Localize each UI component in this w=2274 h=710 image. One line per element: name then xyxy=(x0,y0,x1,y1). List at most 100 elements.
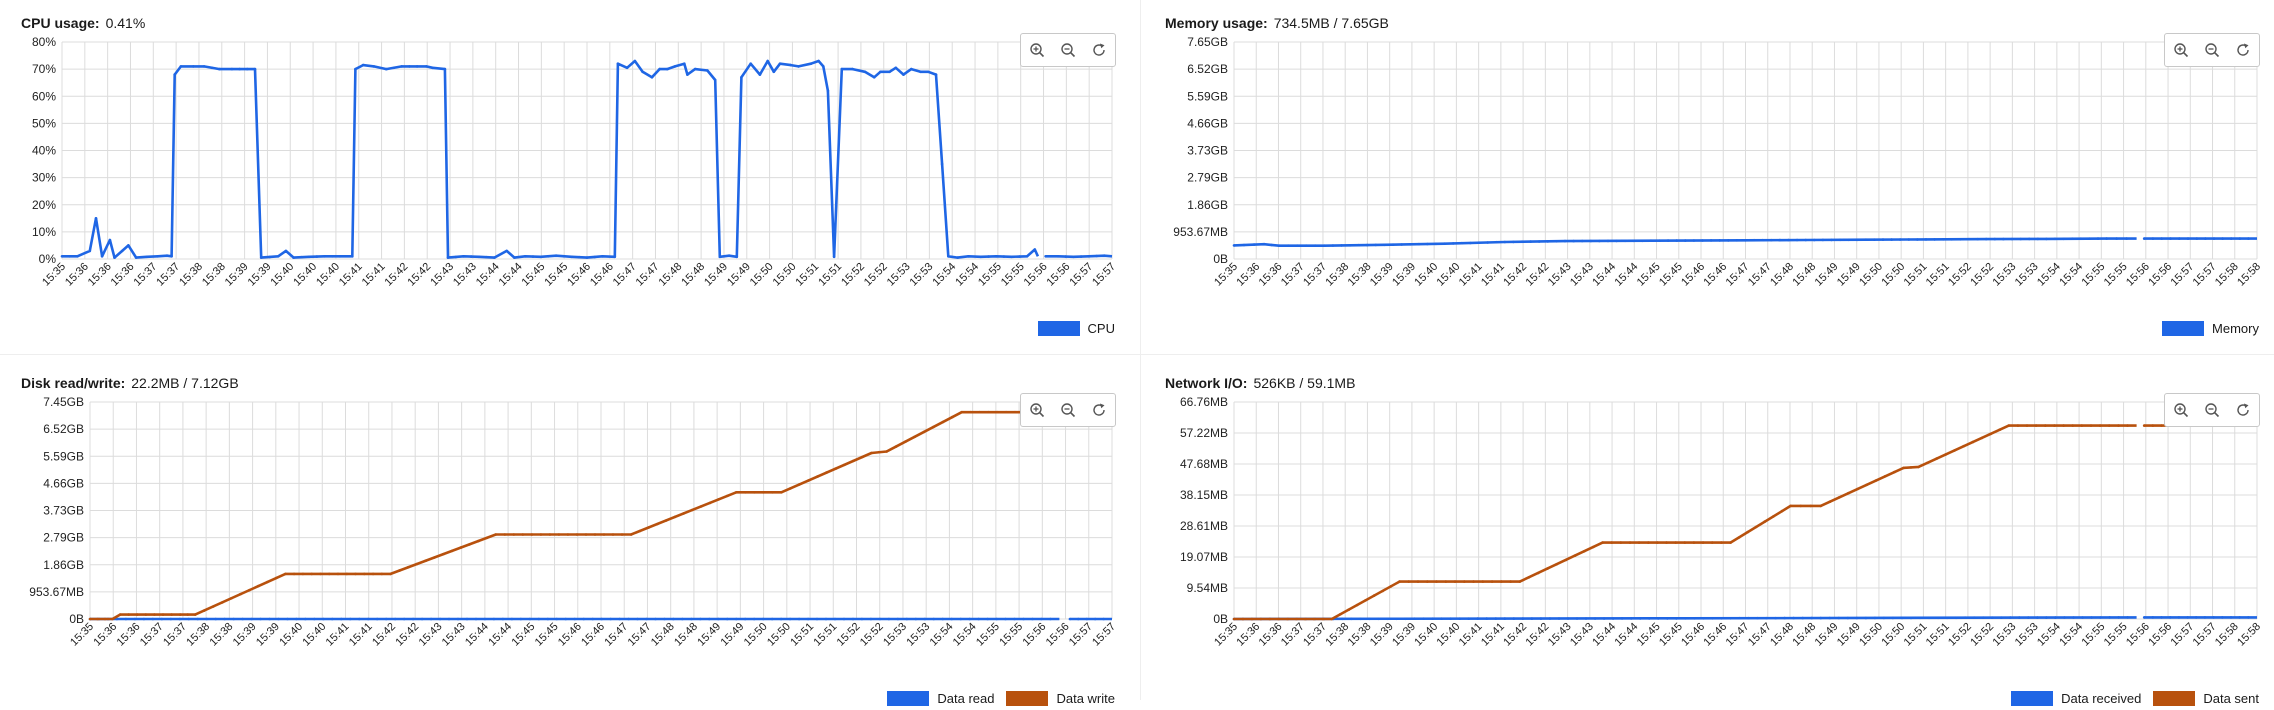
data-point xyxy=(1368,617,1371,621)
x-tick-label: 15:43 xyxy=(1568,261,1596,289)
reset-zoom-icon[interactable] xyxy=(2231,398,2255,422)
data-point xyxy=(1828,616,1831,620)
data-point xyxy=(241,617,244,621)
x-tick-label: 15:39 xyxy=(231,621,259,649)
data-point xyxy=(1898,238,1902,241)
data-point xyxy=(133,617,137,621)
data-point xyxy=(1941,238,1945,241)
data-point xyxy=(230,597,233,600)
data-point xyxy=(170,254,173,258)
data-point xyxy=(1103,254,1106,257)
data-point xyxy=(2034,424,2038,427)
x-tick-label: 15:49 xyxy=(719,621,747,649)
zoom-out-icon[interactable] xyxy=(1056,38,1080,62)
zoom-in-icon[interactable] xyxy=(2169,398,2193,422)
x-tick-label: 15:55 xyxy=(2102,261,2130,289)
data-point xyxy=(2229,237,2233,240)
data-point xyxy=(1093,617,1097,621)
x-tick-label: 15:46 xyxy=(1679,261,1707,289)
legend-item[interactable]: CPU xyxy=(1037,321,1115,336)
x-tick-label: 15:43 xyxy=(1568,621,1596,649)
data-point xyxy=(968,617,971,621)
x-tick-label: 15:55 xyxy=(974,621,1002,649)
x-tick-label: 15:57 xyxy=(1067,621,1095,649)
data-point xyxy=(683,62,686,65)
legend-item[interactable]: Memory xyxy=(2162,321,2259,336)
data-point xyxy=(629,533,633,536)
zoom-in-icon[interactable] xyxy=(1025,398,1049,422)
data-point xyxy=(1331,244,1335,247)
zoom-in-icon[interactable] xyxy=(2169,38,2193,62)
network-panel: Network I/O: 526KB / 59.1MB 0B 9.54MB 19.07… xyxy=(1144,360,2274,710)
data-point xyxy=(2002,237,2005,241)
data-point xyxy=(2221,616,2224,619)
panel-title: Memory usage: 734.5MB / 7.65GB xyxy=(1165,15,1389,31)
data-point xyxy=(1426,580,1429,583)
legend-item[interactable]: Data received xyxy=(2011,691,2141,706)
data-point xyxy=(2080,424,2084,427)
legend-item[interactable]: Data read xyxy=(887,691,994,706)
data-point xyxy=(300,255,303,259)
x-tick-label: 15:48 xyxy=(1790,261,1818,289)
y-tick-label: 57.22MB xyxy=(1180,426,1228,440)
data-point xyxy=(319,572,322,576)
data-point xyxy=(1984,237,1988,241)
x-tick-label: 15:37 xyxy=(1279,621,1307,649)
zoom-out-icon[interactable] xyxy=(2200,398,2224,422)
data-point xyxy=(2053,424,2056,427)
data-point xyxy=(1990,616,1994,619)
data-point xyxy=(672,617,675,621)
legend-item[interactable]: Data sent xyxy=(2153,691,2259,706)
data-point xyxy=(2019,237,2022,241)
data-point xyxy=(1295,244,1299,247)
data-point xyxy=(663,617,666,621)
data-point xyxy=(284,572,287,576)
zoom-out-icon[interactable] xyxy=(1056,398,1080,422)
data-point xyxy=(1443,242,1446,245)
data-point xyxy=(735,491,738,494)
legend-swatch xyxy=(2011,691,2054,706)
data-point xyxy=(797,617,801,621)
data-point xyxy=(2151,237,2155,240)
x-tick-label: 15:48 xyxy=(1768,621,1796,649)
data-point xyxy=(1572,239,1575,243)
x-tick-label: 15:56 xyxy=(1045,261,1073,289)
data-point xyxy=(2009,616,2012,619)
series-line xyxy=(1045,254,1113,259)
data-point xyxy=(1022,617,1025,621)
data-point xyxy=(693,67,697,71)
x-tick-label: 15:48 xyxy=(1790,621,1818,649)
x-tick-label: 15:58 xyxy=(2213,261,2241,289)
data-point xyxy=(1494,240,1498,244)
data-point xyxy=(706,69,709,72)
data-point xyxy=(1909,466,1913,469)
x-tick-label: 15:37 xyxy=(138,621,166,649)
data-point xyxy=(1592,545,1595,549)
x-tick-label: 15:56 xyxy=(2146,621,2174,649)
data-point xyxy=(1847,491,1850,495)
data-point xyxy=(259,617,262,621)
data-point xyxy=(1341,617,1344,621)
legend-item[interactable]: Data write xyxy=(1006,691,1115,706)
data-point xyxy=(331,617,334,621)
zoom-out-icon[interactable] xyxy=(2200,38,2224,62)
reset-zoom-icon[interactable] xyxy=(1087,398,1111,422)
data-point xyxy=(1709,239,1713,242)
data-point xyxy=(1033,248,1037,251)
data-point xyxy=(330,254,334,258)
data-point xyxy=(1102,617,1105,621)
data-point xyxy=(259,256,263,259)
data-point xyxy=(1666,239,1670,242)
x-tick-label: 15:41 xyxy=(1479,261,1507,289)
legend-swatch xyxy=(887,691,930,706)
data-point xyxy=(1413,617,1416,620)
data-point xyxy=(1294,617,1298,621)
x-tick-label: 15:54 xyxy=(2035,261,2063,289)
reset-zoom-icon[interactable] xyxy=(1087,38,1111,62)
reset-zoom-icon[interactable] xyxy=(2231,38,2255,62)
zoom-in-icon[interactable] xyxy=(1025,38,1049,62)
data-point xyxy=(959,617,962,621)
x-tick-label: 15:52 xyxy=(839,261,867,289)
data-point xyxy=(620,533,624,536)
legend-swatch xyxy=(2162,321,2205,336)
